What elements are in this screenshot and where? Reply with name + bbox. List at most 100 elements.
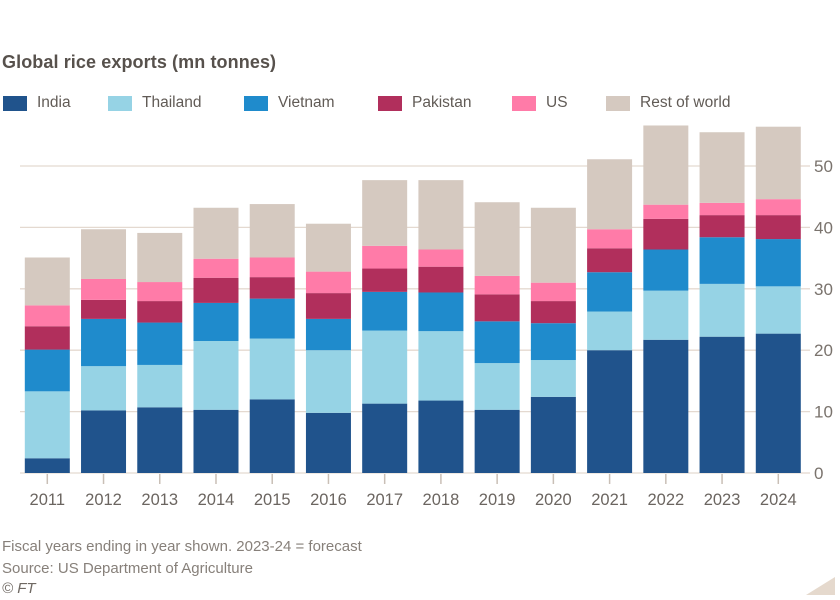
legend-label: Pakistan (412, 94, 472, 111)
bar-segment-2024-pakistan (755, 215, 801, 240)
chart-footnote: Fiscal years ending in year shown. 2023-… (2, 538, 362, 555)
bar-segment-2022-rest-of-world (643, 125, 689, 205)
ft-copyright: © FT (2, 580, 36, 597)
y-axis-label-0: 0 (814, 464, 823, 483)
bar-segment-2016-us (305, 271, 351, 294)
bar-segment-2018-rest-of-world (418, 180, 464, 250)
x-axis-label-2022: 2022 (647, 491, 684, 509)
bar-segment-2021-us (587, 229, 633, 249)
y-axis-label-30: 30 (814, 280, 833, 299)
bar-segment-2013-vietnam (137, 322, 183, 365)
bar-segment-2024-rest-of-world (755, 126, 801, 200)
bar-segment-2022-pakistan (643, 218, 689, 250)
bar-segment-2021-vietnam (587, 272, 633, 312)
bar-segment-2012-india (81, 410, 127, 473)
bar-segment-2020-pakistan (530, 301, 576, 324)
legend-item-rest-of-world: Rest of world (606, 94, 730, 112)
bar-segment-2015-rest-of-world (249, 204, 295, 258)
ft-corner-triangle-icon (806, 577, 835, 595)
bar-segment-2021-rest-of-world (587, 159, 633, 230)
bar-segment-2018-india (418, 400, 464, 473)
legend-swatch-us (512, 95, 536, 111)
bar-segment-2019-vietnam (474, 321, 520, 364)
legend-item-us: US (512, 94, 568, 112)
legend-swatch-pakistan (378, 95, 402, 111)
legend-label: US (546, 94, 568, 111)
bar-segment-2014-vietnam (193, 302, 239, 341)
bar-segment-2017-thailand (362, 330, 408, 404)
legend-swatch-india (3, 95, 27, 111)
x-axis-label-2021: 2021 (591, 491, 628, 509)
chart-legend: India Thailand Vietnam Pakistan US Rest of wo… (0, 94, 840, 114)
bar-segment-2019-us (474, 275, 520, 295)
bar-segment-2015-india (249, 399, 295, 473)
bar-segment-2013-india (137, 407, 183, 473)
bar-segment-2020-us (530, 282, 576, 302)
x-axis-label-2011: 2011 (30, 491, 65, 509)
bar-segment-2012-us (81, 278, 127, 300)
bar-segment-2013-rest-of-world (137, 232, 183, 283)
bar-segment-2022-us (643, 204, 689, 219)
y-axis-label-50: 50 (814, 157, 833, 176)
bar-segment-2017-pakistan (362, 268, 408, 292)
bar-segment-2017-us (362, 245, 408, 269)
x-axis-label-2019: 2019 (479, 491, 516, 509)
bar-segment-2014-rest-of-world (193, 207, 239, 259)
legend-label: Rest of world (640, 94, 731, 111)
bar-segment-2015-vietnam (249, 298, 295, 339)
bar-segment-2011-us (24, 305, 70, 327)
legend-swatch-thailand (108, 95, 132, 111)
legend-label: Vietnam (278, 94, 335, 111)
bar-segment-2016-rest-of-world (305, 223, 351, 272)
bar-segment-2011-thailand (24, 391, 70, 459)
bar-segment-2013-thailand (137, 364, 183, 408)
bar-segment-2017-india (362, 403, 408, 473)
legend-swatch-rest-of-world (606, 95, 630, 111)
x-axis-label-2014: 2014 (198, 491, 235, 509)
x-axis-label-2013: 2013 (141, 491, 178, 509)
bar-segment-2020-vietnam (530, 323, 576, 361)
bar-segment-2012-thailand (81, 366, 127, 411)
bar-segment-2021-india (587, 350, 633, 473)
bar-segment-2018-thailand (418, 331, 464, 401)
bar-segment-2022-india (643, 339, 689, 473)
bar-segment-2023-pakistan (699, 215, 745, 238)
bar-segment-2019-thailand (474, 363, 520, 410)
legend-label: Thailand (142, 94, 202, 111)
bar-segment-2022-vietnam (643, 249, 689, 291)
bar-segment-2014-thailand (193, 340, 239, 410)
chart-source: Source: US Department of Agriculture (2, 560, 253, 577)
bar-segment-2023-thailand (699, 283, 745, 337)
bar-segment-2023-rest-of-world (699, 132, 745, 203)
legend-label: India (37, 94, 71, 111)
bar-segment-2018-us (418, 249, 464, 267)
bar-segment-2023-vietnam (699, 237, 745, 284)
bar-segment-2018-pakistan (418, 266, 464, 293)
bar-segment-2020-india (530, 396, 576, 473)
x-axis-label-2023: 2023 (704, 491, 741, 509)
bar-segment-2015-thailand (249, 338, 295, 400)
bar-segment-2020-thailand (530, 360, 576, 397)
bar-segment-2024-thailand (755, 286, 801, 334)
bar-segment-2013-pakistan (137, 301, 183, 323)
y-axis-label-10: 10 (814, 403, 833, 422)
bar-segment-2014-india (193, 409, 239, 473)
bar-segment-2012-vietnam (81, 318, 127, 367)
bar-segment-2019-india (474, 409, 520, 473)
bar-segment-2016-vietnam (305, 318, 351, 351)
bar-segment-2019-rest-of-world (474, 202, 520, 276)
bar-segment-2018-vietnam (418, 292, 464, 332)
legend-item-vietnam: Vietnam (244, 94, 335, 112)
bar-segment-2023-india (699, 336, 745, 473)
x-axis-label-2024: 2024 (760, 491, 797, 509)
x-axis-label-2015: 2015 (254, 491, 291, 509)
bar-segment-2012-rest-of-world (81, 229, 127, 279)
bar-segment-2011-rest-of-world (24, 257, 70, 306)
legend-item-india: India (3, 94, 71, 112)
x-axis-label-2020: 2020 (535, 491, 572, 509)
x-axis-label-2016: 2016 (310, 491, 347, 509)
bar-segment-2020-rest-of-world (530, 207, 576, 283)
bar-segment-2017-vietnam (362, 291, 408, 331)
